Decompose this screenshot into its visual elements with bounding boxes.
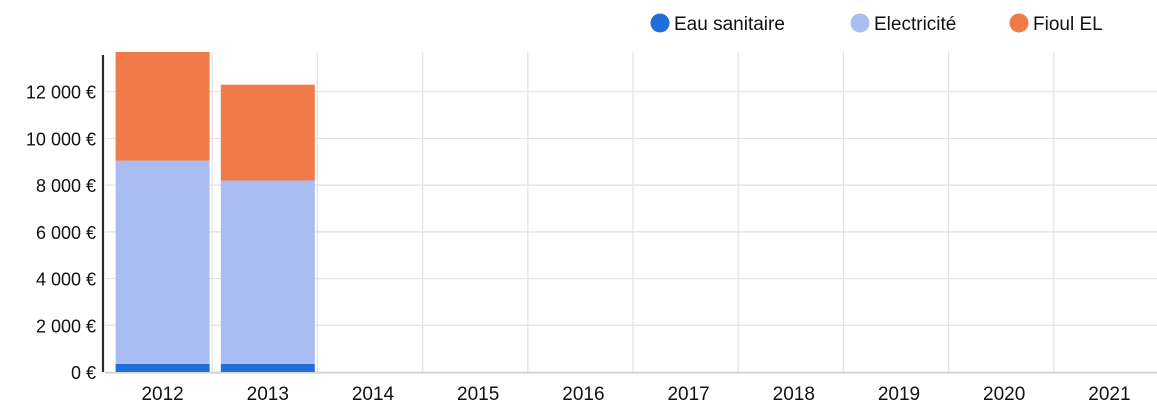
- x-tick-label: 2018: [773, 384, 815, 405]
- x-tick-label: 2017: [667, 384, 709, 405]
- bars: [115, 52, 315, 372]
- legend-marker-2: [850, 13, 870, 33]
- x-tick-label: 2021: [1088, 384, 1130, 405]
- bar-segment-2012-2: [115, 160, 210, 364]
- y-tick-label: 0 €: [71, 363, 96, 383]
- y-tick-label: 10 000 €: [26, 129, 96, 149]
- legend-marker-3: [1009, 13, 1029, 33]
- y-tick-label: 12 000 €: [26, 83, 96, 103]
- x-tick-label: 2016: [562, 384, 604, 405]
- legend-label-3: Fioul EL: [1033, 14, 1103, 35]
- y-tick-label: 6 000 €: [36, 223, 96, 243]
- legend: Eau sanitaire Electricité Fioul EL: [650, 13, 1103, 35]
- legend-label-2: Electricité: [874, 14, 956, 35]
- x-tick-label: 2014: [352, 384, 395, 405]
- y-tick-label: 2 000 €: [36, 316, 96, 336]
- bar-segment-2013-2: [220, 180, 315, 364]
- legend-marker-1: [650, 13, 670, 33]
- x-tick-label: 2015: [457, 384, 499, 405]
- y-tick-label: 4 000 €: [36, 270, 96, 290]
- x-tick-label: 2020: [983, 384, 1025, 405]
- axes: 0 € 2 000 € 4 000 € 6 000 € 8 000 € 10 000 € 1…: [26, 55, 1157, 405]
- bar-segment-2013-1: [220, 363, 315, 372]
- bar-segment-2012-3: [115, 52, 210, 161]
- x-tick-label: 2013: [247, 384, 289, 405]
- legend-label-1: Eau sanitaire: [674, 14, 785, 35]
- x-tick-label: 2012: [141, 384, 183, 405]
- y-tick-label: 8 000 €: [36, 176, 96, 196]
- bar-segment-2012-1: [115, 363, 210, 372]
- x-tick-label: 2019: [878, 384, 920, 405]
- bar-segment-2013-3: [220, 84, 315, 181]
